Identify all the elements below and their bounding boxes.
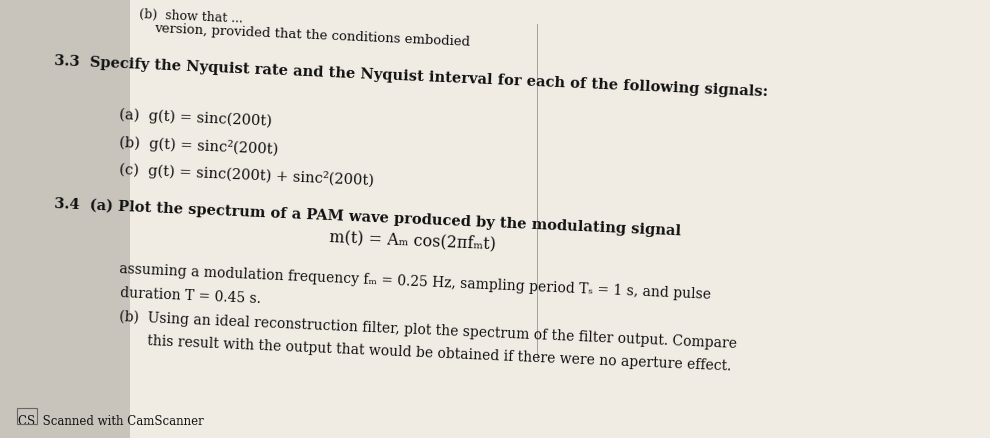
Text: duration T = 0.45 s.: duration T = 0.45 s.: [120, 285, 260, 305]
Text: (b)  Using an ideal reconstruction filter, plot the spectrum of the filter outpu: (b) Using an ideal reconstruction filter…: [120, 309, 738, 350]
Text: (b)  g(t) = sinc²(200t): (b) g(t) = sinc²(200t): [120, 135, 279, 156]
Text: (c)  g(t) = sinc(200t) + sinc²(200t): (c) g(t) = sinc(200t) + sinc²(200t): [120, 162, 374, 187]
Text: 3.3  Specify the Nyquist rate and the Nyquist interval for each of the following: 3.3 Specify the Nyquist rate and the Nyq…: [54, 54, 768, 99]
Text: assuming a modulation frequency fₘ = 0.25 Hz, sampling period Tₛ = 1 s, and puls: assuming a modulation frequency fₘ = 0.2…: [120, 261, 712, 301]
Text: (a)  g(t) = sinc(200t): (a) g(t) = sinc(200t): [120, 108, 272, 129]
Text: m(t) = Aₘ cos(2πfₘt): m(t) = Aₘ cos(2πfₘt): [330, 227, 497, 252]
Bar: [130, 0, 990, 438]
Text: CS  Scanned with CamScanner: CS Scanned with CamScanner: [18, 414, 204, 427]
Text: (b)  show that ...: (b) show that ...: [140, 8, 244, 25]
Text: 3.4  (a) Plot the spectrum of a PAM wave produced by the modulating signal: 3.4 (a) Plot the spectrum of a PAM wave …: [54, 197, 682, 238]
Text: this result with the output that would be obtained if there were no aperture eff: this result with the output that would b…: [148, 333, 732, 373]
Text: version, provided that the conditions embodied: version, provided that the conditions em…: [154, 22, 470, 49]
